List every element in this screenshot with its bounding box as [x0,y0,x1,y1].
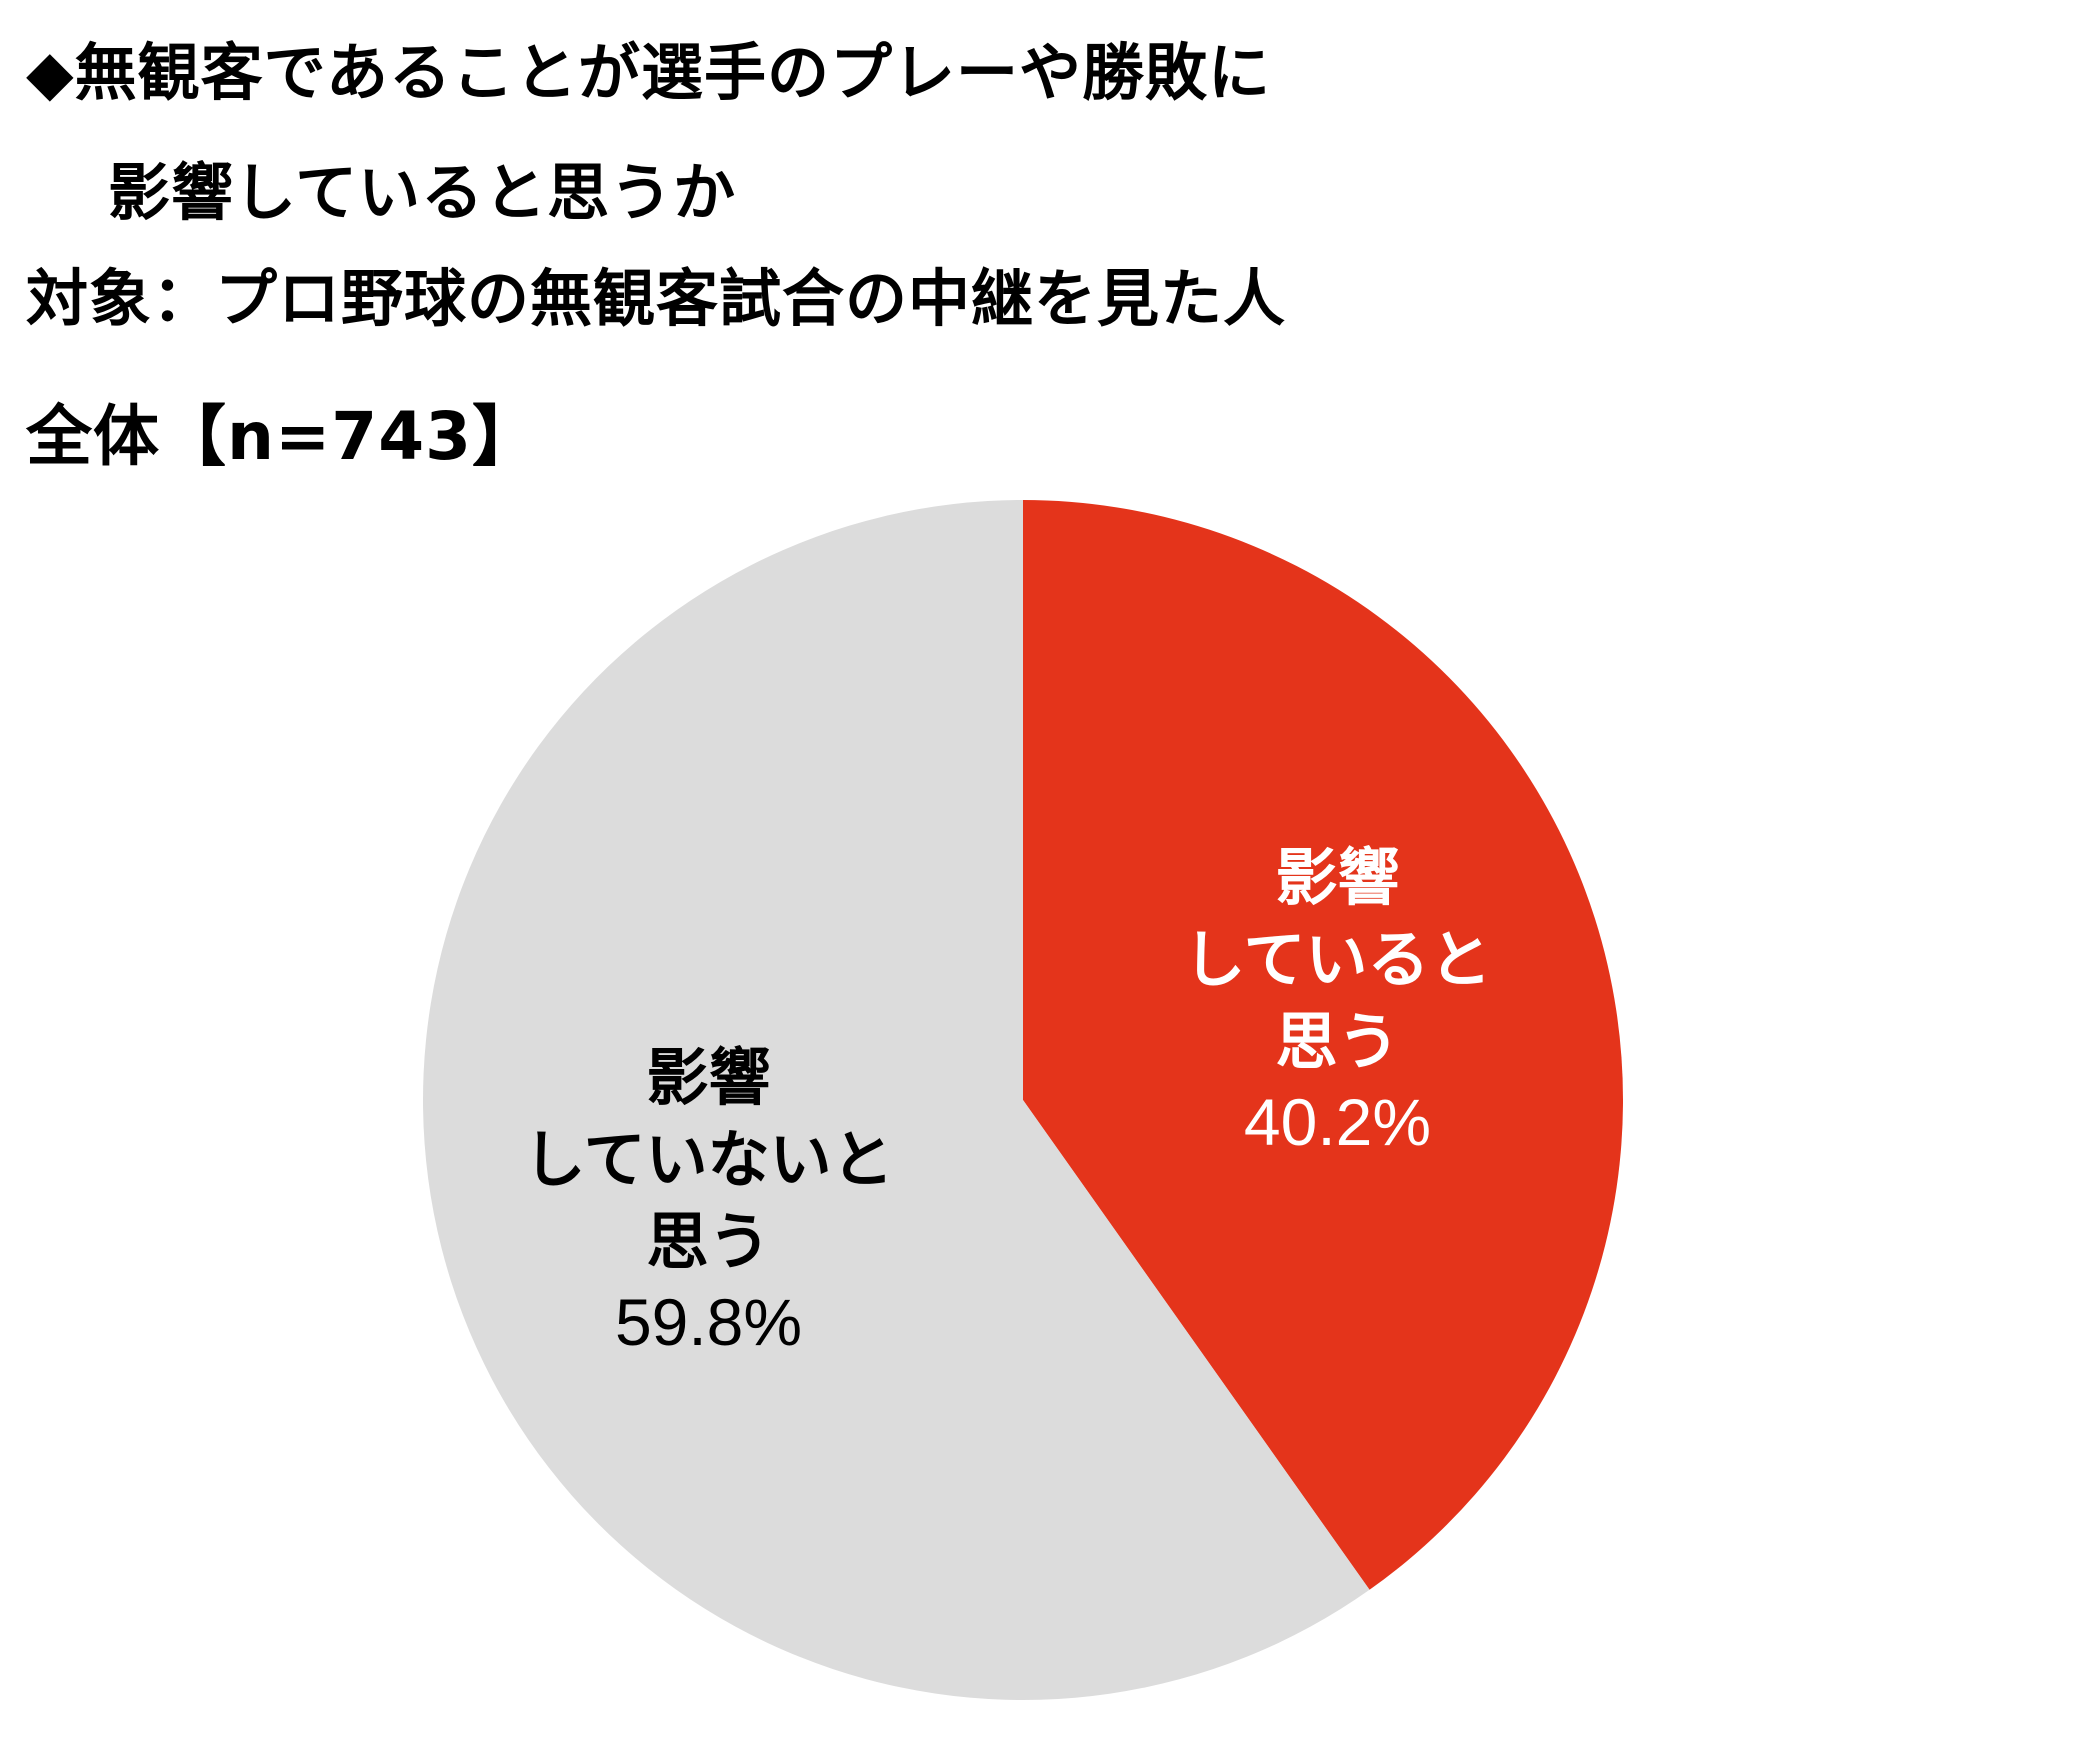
pie-slice-1-label-line-2: 思う [647,1205,771,1278]
pie-slice-1-label-line-0: 影響 [647,1041,771,1114]
pie-slice-1-value-label: 59.8% [615,1285,802,1359]
pie-slice-0-value-label: 40.2% [1244,1085,1431,1159]
pie-slice-0-label-line-0: 影響 [1275,841,1399,914]
pie-slice-1-label-line-1: していないと [523,1123,893,1196]
pie-slice-0-label-line-2: 思う [1275,1005,1399,1078]
chart-sample-size: 全体【n=743】 [26,398,540,475]
chart-title-line-1: ◆無観客であることが選手のプレーや勝敗に [26,36,1272,109]
chart-subtitle-target: 対象：プロ野球の無観客試合の中継を見た人 [26,262,1287,335]
chart-title-line-2: 影響していると思うか [108,156,737,229]
pie-slice-0 [1023,500,1624,1590]
pie-slice-0-label-line-1: していると [1183,923,1491,996]
pie-slices [423,499,1624,1700]
pie-slice-1 [423,499,1370,1700]
